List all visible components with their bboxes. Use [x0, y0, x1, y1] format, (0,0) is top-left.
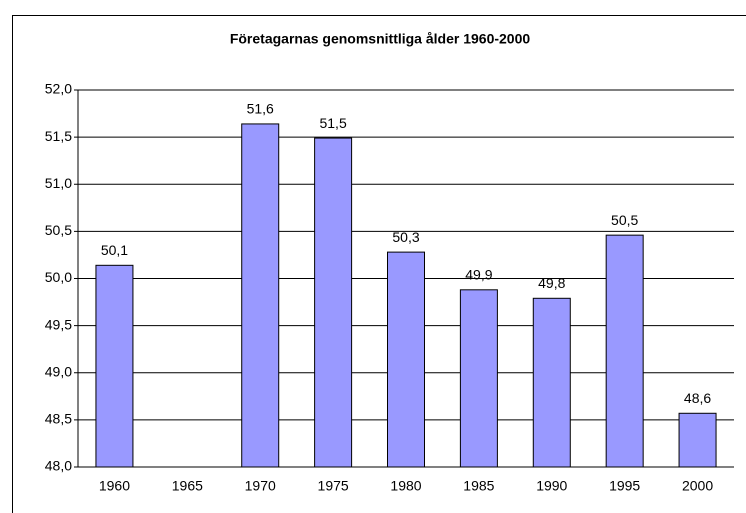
- x-tick-label: 2000: [682, 478, 713, 494]
- data-label: 49,8: [538, 275, 565, 291]
- x-tick-label: 1975: [318, 478, 349, 494]
- data-label: 51,6: [247, 101, 274, 117]
- x-tick-label: 1985: [463, 478, 494, 494]
- bar: [95, 264, 134, 468]
- x-tick-label: 1960: [99, 478, 130, 494]
- y-tick-label: 51,0: [45, 175, 72, 191]
- chart-title: Företagarnas genomsnittliga ålder 1960-2…: [230, 31, 531, 47]
- x-tick-label: 1970: [245, 478, 276, 494]
- y-tick-label: 50,0: [45, 269, 72, 285]
- y-tick-label: 50,5: [45, 222, 72, 238]
- y-tick-label: 48,5: [45, 411, 72, 427]
- bar: [241, 123, 280, 468]
- bar: [678, 412, 717, 468]
- x-tick-label: 1980: [390, 478, 421, 494]
- x-tick-label: 1965: [172, 478, 203, 494]
- y-tick-label: 52,0: [45, 81, 72, 97]
- bar: [532, 297, 571, 468]
- data-label: 50,5: [611, 212, 638, 228]
- x-tick-label: 1995: [609, 478, 640, 494]
- y-tick-label: 48,0: [45, 458, 72, 474]
- data-label: 51,5: [319, 115, 346, 131]
- y-tick-label: 51,5: [45, 128, 72, 144]
- y-tick-label: 49,0: [45, 363, 72, 379]
- bar: [387, 251, 425, 468]
- bar: [459, 289, 498, 468]
- bar: [605, 234, 644, 468]
- y-tick-label: 49,5: [45, 316, 72, 332]
- data-label: 49,9: [465, 267, 492, 283]
- data-label: 50,3: [392, 229, 419, 245]
- x-tick-label: 1990: [536, 478, 567, 494]
- bar: [314, 137, 353, 468]
- data-label: 48,6: [684, 390, 711, 406]
- data-label: 50,1: [101, 242, 128, 258]
